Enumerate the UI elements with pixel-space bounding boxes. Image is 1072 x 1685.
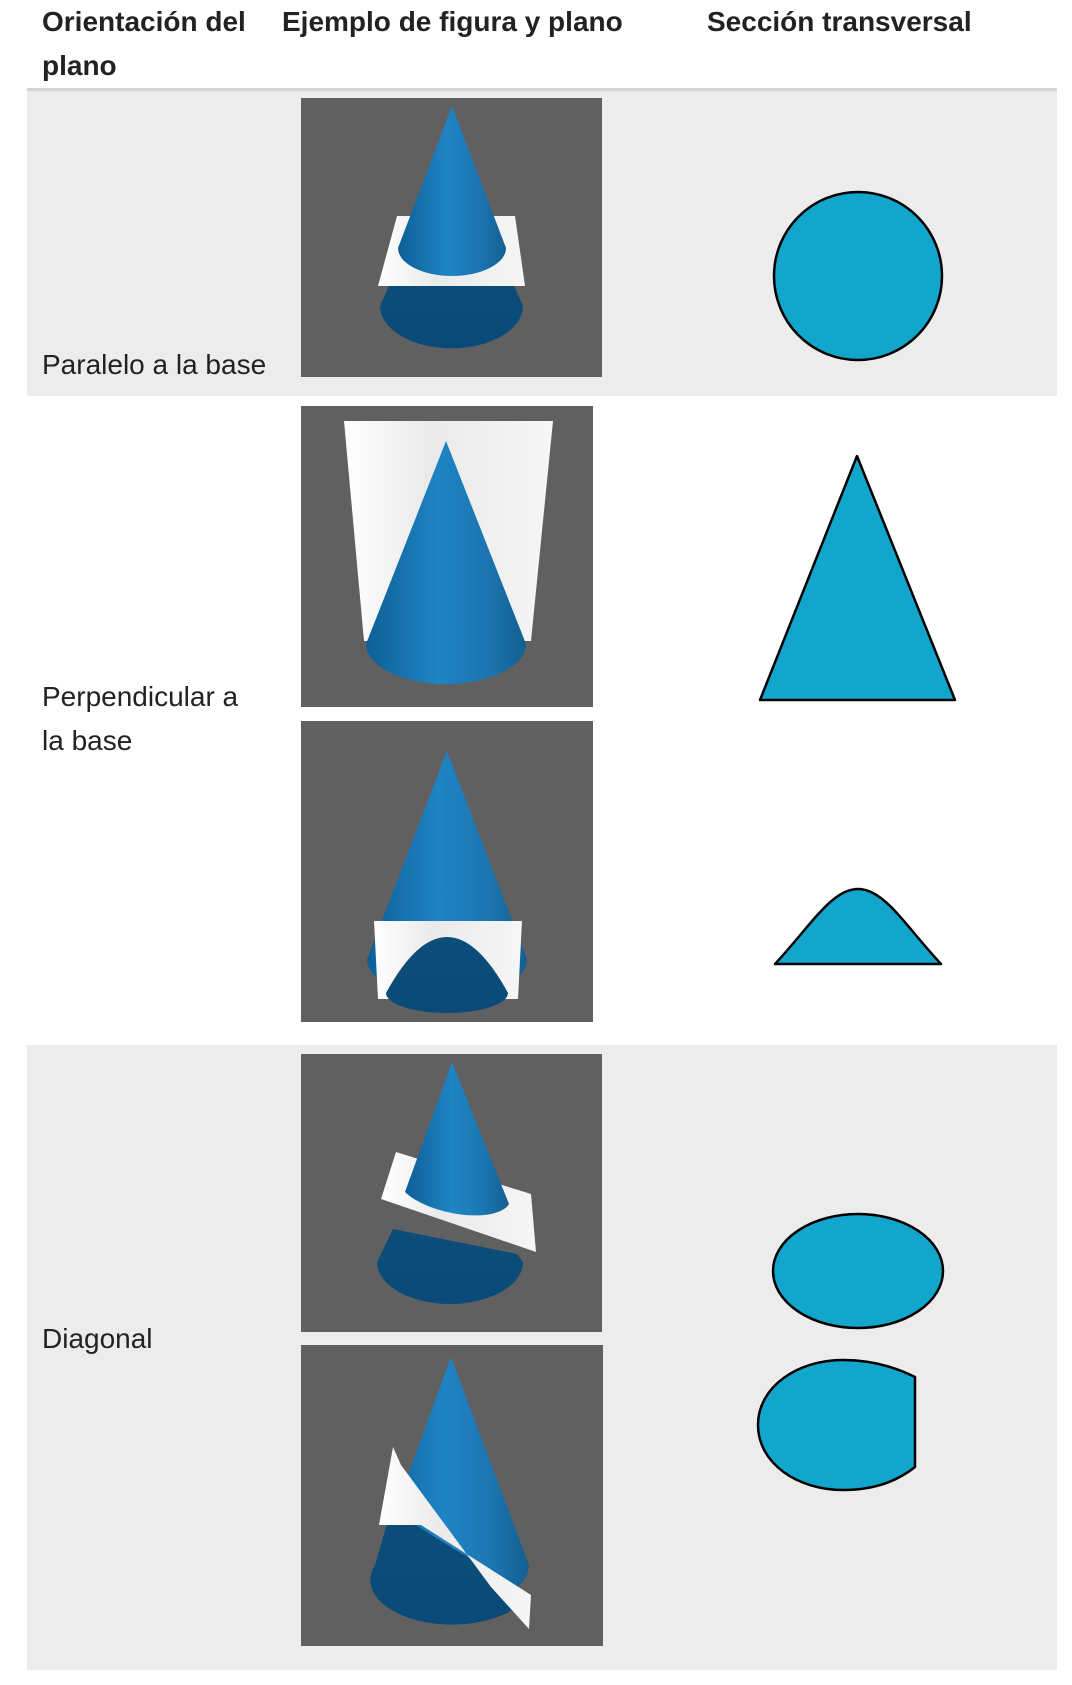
header-cross-section: Sección transversal — [707, 6, 972, 37]
cone-horizontal-plane-icon — [301, 98, 602, 377]
table-header: Orientación del plano Ejemplo de figura … — [27, 0, 1057, 91]
table-row: Perpendicular a la base — [27, 396, 1057, 1045]
cone-vertical-plane-off-center-icon — [301, 721, 593, 1022]
triangle-section-icon — [757, 453, 959, 703]
cone-tilted-plane-icon — [301, 1054, 602, 1332]
header-example: Ejemplo de figura y plano — [282, 6, 623, 37]
cone-steep-tilted-plane-icon — [301, 1345, 603, 1646]
row-orientation-label: Paralelo a la base — [42, 349, 267, 380]
parabola-section-icon — [772, 884, 944, 968]
ellipse-section-icon — [770, 1211, 946, 1331]
header-orientation: Orientación del plano — [42, 6, 246, 81]
truncated-ellipse-section-icon — [755, 1355, 923, 1495]
table-row: Diagonal — [27, 1045, 1057, 1670]
circle-section-icon — [771, 189, 945, 363]
cone-vertical-plane-through-apex-icon — [301, 406, 593, 707]
row-orientation-label: Perpendicular a la base — [42, 681, 239, 756]
row-orientation-label: Diagonal — [42, 1323, 153, 1354]
table-row: Paralelo a la base — [27, 91, 1057, 396]
